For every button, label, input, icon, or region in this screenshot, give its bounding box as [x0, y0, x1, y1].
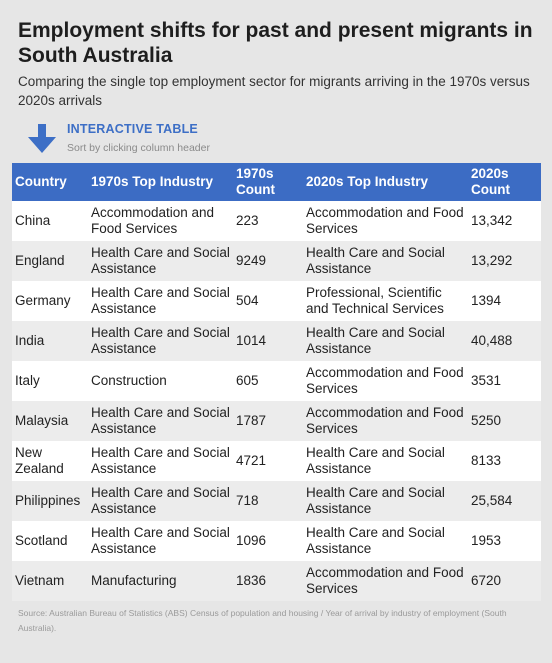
table-row: Philippines Health Care and Social Assist…	[12, 481, 541, 521]
table-row: New Zealand Health Care and Social Assist…	[12, 441, 541, 481]
column-header[interactable]: 2020s Count	[468, 163, 541, 201]
table-cell: 5250	[468, 401, 541, 441]
table-cell: Accommodation and Food Services	[303, 561, 468, 601]
table-row: Scotland Health Care and Social Assistanc…	[12, 521, 541, 561]
table-row: Vietnam Manufacturing 1836 Accommodation an…	[12, 561, 541, 601]
table-cell: 9249	[233, 241, 303, 281]
table-cell: 4721	[233, 441, 303, 481]
table-cell: Accommodation and Food Services	[303, 201, 468, 241]
interactive-label: INTERACTIVE TABLE	[67, 122, 198, 136]
table-cell: 3531	[468, 361, 541, 401]
table-cell: Health Care and Social Assistance	[88, 441, 233, 481]
table-row: Italy Construction 605 Accommodation and Fo…	[12, 361, 541, 401]
table-cell: Health Care and Social Assistance	[88, 521, 233, 561]
table-cell: Accommodation and Food Services	[303, 401, 468, 441]
table-cell: Health Care and Social Assistance	[303, 441, 468, 481]
column-header[interactable]: 1970s Top Industry	[88, 163, 233, 201]
table-cell: 25,584	[468, 481, 541, 521]
table-row: England Health Care and Social Assistance…	[12, 241, 541, 281]
arrow-icon	[28, 124, 56, 153]
table-cell: China	[12, 201, 88, 241]
table-row: China Accommodation and Food Services 223 A…	[12, 201, 541, 241]
table-cell: Accommodation and Food Services	[303, 361, 468, 401]
table-row: Germany Health Care and Social Assistance…	[12, 281, 541, 321]
header-row: Country 1970s Top Industry 1970s Count 2020…	[12, 163, 541, 201]
sort-hint: Sort by clicking column header	[67, 142, 210, 154]
table-cell: 6720	[468, 561, 541, 601]
table-cell: Health Care and Social Assistance	[88, 281, 233, 321]
table-cell: Health Care and Social Assistance	[303, 241, 468, 281]
table-cell: Health Care and Social Assistance	[303, 521, 468, 561]
table-cell: 1394	[468, 281, 541, 321]
table-cell: Health Care and Social Assistance	[88, 401, 233, 441]
table-cell: Accommodation and Food Services	[88, 201, 233, 241]
source-note: Source: Australian Bureau of Statistics …	[18, 608, 507, 633]
column-header[interactable]: 1970s Count	[233, 163, 303, 201]
table-cell: New Zealand	[12, 441, 88, 481]
table-cell: India	[12, 321, 88, 361]
title: Employment shifts for past and present m…	[18, 19, 533, 67]
table-cell: England	[12, 241, 88, 281]
table-cell: 1014	[233, 321, 303, 361]
table-cell: Construction	[88, 361, 233, 401]
data-table: Country 1970s Top Industry 1970s Count 2020…	[12, 163, 541, 601]
table-cell: Professional, Scientific and Technical S…	[303, 281, 468, 321]
table-body: China Accommodation and Food Services 223 A…	[12, 201, 541, 601]
table-cell: 718	[233, 481, 303, 521]
table-cell: Philippines	[12, 481, 88, 521]
table-cell: 1836	[233, 561, 303, 601]
table-cell: Italy	[12, 361, 88, 401]
table-cell: Health Care and Social Assistance	[303, 321, 468, 361]
subtitle: Comparing the single top employment sect…	[18, 74, 530, 108]
table-cell: 223	[233, 201, 303, 241]
table-cell: 1787	[233, 401, 303, 441]
table-cell: Germany	[12, 281, 88, 321]
table-cell: 1953	[468, 521, 541, 561]
table-cell: Health Care and Social Assistance	[88, 241, 233, 281]
column-header[interactable]: 2020s Top Industry	[303, 163, 468, 201]
table-cell: 13,342	[468, 201, 541, 241]
table-cell: Manufacturing	[88, 561, 233, 601]
table-cell: 13,292	[468, 241, 541, 281]
table-cell: Health Care and Social Assistance	[88, 481, 233, 521]
table-cell: 8133	[468, 441, 541, 481]
table-cell: 1096	[233, 521, 303, 561]
table-cell: Malaysia	[12, 401, 88, 441]
column-header[interactable]: Country	[12, 163, 88, 201]
table-cell: Health Care and Social Assistance	[88, 321, 233, 361]
table-cell: 504	[233, 281, 303, 321]
table-cell: Scotland	[12, 521, 88, 561]
table-cell: 605	[233, 361, 303, 401]
table-row: Malaysia Health Care and Social Assistanc…	[12, 401, 541, 441]
table-row: India Health Care and Social Assistance 10…	[12, 321, 541, 361]
table-cell: 40,488	[468, 321, 541, 361]
table-cell: Health Care and Social Assistance	[303, 481, 468, 521]
table-cell: Vietnam	[12, 561, 88, 601]
